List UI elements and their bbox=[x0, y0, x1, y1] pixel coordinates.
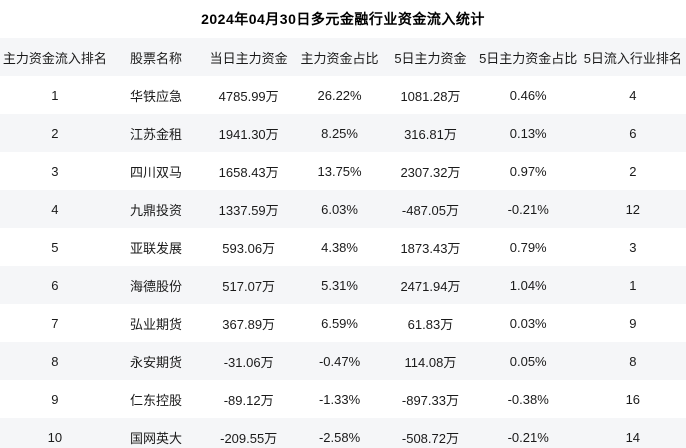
table-cell: 8 bbox=[51, 353, 59, 369]
table-row: 5 亚联发展 593.06万 4.38% 1873.43万 0.79% 3 bbox=[0, 228, 686, 266]
table-row: 3 四川双马 1658.43万 13.75% 2307.32万 0.97% 2 bbox=[0, 152, 686, 190]
table-cell: 0.03% bbox=[509, 315, 547, 331]
table-cell: 7 bbox=[51, 315, 59, 331]
table-cell: 0.13% bbox=[509, 125, 547, 141]
table-cell: 13.75% bbox=[317, 163, 362, 179]
table-cell: -31.06万 bbox=[223, 354, 274, 370]
table-cell: 12 bbox=[625, 201, 641, 217]
table-cell: 6 bbox=[51, 277, 59, 293]
stock-name-cell: 江苏金租 bbox=[130, 126, 183, 142]
table-cell: 10 bbox=[47, 429, 63, 445]
table-cell: 1 bbox=[629, 277, 637, 293]
table-cell: 1337.59万 bbox=[218, 202, 279, 218]
table-cell: 8 bbox=[629, 353, 637, 369]
table-cell: 0.46% bbox=[509, 87, 547, 103]
table-body: 1 华铁应急 4785.99万 26.22% 1081.28万 0.46% 4 2 江苏金租 19… bbox=[0, 76, 686, 448]
table-cell: 517.07万 bbox=[222, 278, 276, 294]
table-cell: -1.33% bbox=[318, 391, 361, 407]
table-cell: 5 bbox=[51, 239, 59, 255]
table-cell: 316.81万 bbox=[404, 126, 457, 142]
table-cell: 6.59% bbox=[321, 315, 358, 331]
table-cell: 61.83万 bbox=[407, 316, 454, 332]
table-cell: -209.55万 bbox=[220, 430, 278, 446]
table-cell: 16 bbox=[625, 391, 641, 407]
table-cell: 6 bbox=[629, 125, 637, 141]
table-cell: 4.38% bbox=[321, 239, 358, 255]
table-cell: -2.58% bbox=[318, 429, 361, 445]
table-cell: 4 bbox=[629, 87, 637, 103]
stock-name-cell: 九鼎投资 bbox=[130, 202, 183, 218]
stock-name-cell: 仁东控股 bbox=[130, 392, 183, 408]
stock-name-cell: 海德股份 bbox=[130, 278, 183, 294]
table-row: 7 弘业期货 367.89万 6.59% 61.83万 0.03% 9 bbox=[0, 304, 686, 342]
table-cell: 1081.28万 bbox=[400, 88, 461, 104]
column-header: 5日主力资金占比 bbox=[479, 50, 578, 66]
table-cell: -0.21% bbox=[507, 201, 549, 217]
table-cell: 0.05% bbox=[509, 353, 547, 369]
table-cell: 4 bbox=[51, 201, 59, 217]
table-cell: 9 bbox=[51, 391, 59, 407]
table-row: 9 仁东控股 -89.12万 -1.33% -897.33万 -0.38% 16 bbox=[0, 380, 686, 418]
stock-name-cell: 永安期货 bbox=[130, 354, 183, 370]
table-cell: 3 bbox=[629, 239, 637, 255]
table-row: 10 国网英大 -209.55万 -2.58% -508.72万 -0.21% 14 bbox=[0, 418, 686, 448]
table-cell: 3 bbox=[51, 163, 59, 179]
table-cell: 4785.99万 bbox=[218, 88, 279, 104]
table-cell: -508.72万 bbox=[401, 430, 459, 446]
table-cell: 1.04% bbox=[509, 277, 547, 293]
column-header: 主力资金流入排名 bbox=[2, 50, 107, 66]
table-cell: 2471.94万 bbox=[400, 278, 461, 294]
table-cell: -0.47% bbox=[318, 353, 361, 369]
table-cell: -89.12万 bbox=[223, 392, 274, 408]
table-header: 主力资金流入排名 股票名称 当日主力资金 主力资金占比 5日主力资金 5日主力资金占比 5日… bbox=[0, 38, 686, 76]
table-row: 8 永安期货 -31.06万 -0.47% 114.08万 0.05% 8 bbox=[0, 342, 686, 380]
table-cell: 367.89万 bbox=[222, 316, 276, 332]
table-cell: -897.33万 bbox=[401, 392, 459, 408]
table-row: 4 九鼎投资 1337.59万 6.03% -487.05万 -0.21% 12 bbox=[0, 190, 686, 228]
table-cell: 9 bbox=[629, 315, 637, 331]
column-header: 5日主力资金 bbox=[394, 50, 467, 66]
table-cell: 0.79% bbox=[509, 239, 547, 255]
column-header: 5日流入行业排名 bbox=[583, 50, 682, 66]
stock-name-cell: 国网英大 bbox=[130, 430, 183, 446]
stock-name-cell: 亚联发展 bbox=[130, 240, 183, 256]
column-header: 主力资金占比 bbox=[300, 50, 379, 66]
title-bar: 2024年04月30日多元金融行业资金流入统计 bbox=[0, 0, 686, 38]
table-cell: -487.05万 bbox=[401, 202, 459, 218]
page-title: 2024年04月30日多元金融行业资金流入统计 bbox=[201, 11, 485, 27]
table-cell: 114.08万 bbox=[404, 354, 457, 370]
table-cell: 8.25% bbox=[321, 125, 358, 141]
table-cell: 0.97% bbox=[509, 163, 547, 179]
column-header: 当日主力资金 bbox=[209, 50, 288, 66]
table-cell: 593.06万 bbox=[222, 240, 276, 256]
fund-flow-table: 主力资金流入排名 股票名称 当日主力资金 主力资金占比 5日主力资金 5日主力资金占比 5日… bbox=[0, 38, 686, 448]
column-header: 股票名称 bbox=[130, 50, 183, 66]
table-cell: 1873.43万 bbox=[400, 240, 461, 256]
table-row: 6 海德股份 517.07万 5.31% 2471.94万 1.04% 1 bbox=[0, 266, 686, 304]
table-cell: 5.31% bbox=[321, 277, 358, 293]
table-cell: 1941.30万 bbox=[218, 126, 279, 142]
table-cell: 1 bbox=[51, 87, 59, 103]
table-row: 1 华铁应急 4785.99万 26.22% 1081.28万 0.46% 4 bbox=[0, 76, 686, 114]
table-cell: 6.03% bbox=[321, 201, 358, 217]
table-cell: 2 bbox=[629, 163, 637, 179]
stock-name-cell: 弘业期货 bbox=[130, 316, 183, 332]
stock-name-cell: 华铁应急 bbox=[130, 88, 183, 104]
table-cell: 1658.43万 bbox=[218, 164, 279, 180]
table-cell: 2307.32万 bbox=[400, 164, 461, 180]
table-header-row: 主力资金流入排名 股票名称 当日主力资金 主力资金占比 5日主力资金 5日主力资金占比 5日… bbox=[0, 38, 686, 76]
table-cell: -0.38% bbox=[507, 391, 549, 407]
table-cell: 2 bbox=[51, 125, 59, 141]
table-cell: 26.22% bbox=[317, 87, 362, 103]
table-row: 2 江苏金租 1941.30万 8.25% 316.81万 0.13% 6 bbox=[0, 114, 686, 152]
stock-name-cell: 四川双马 bbox=[130, 164, 183, 180]
table-cell: -0.21% bbox=[507, 429, 549, 445]
table-cell: 14 bbox=[625, 429, 641, 445]
